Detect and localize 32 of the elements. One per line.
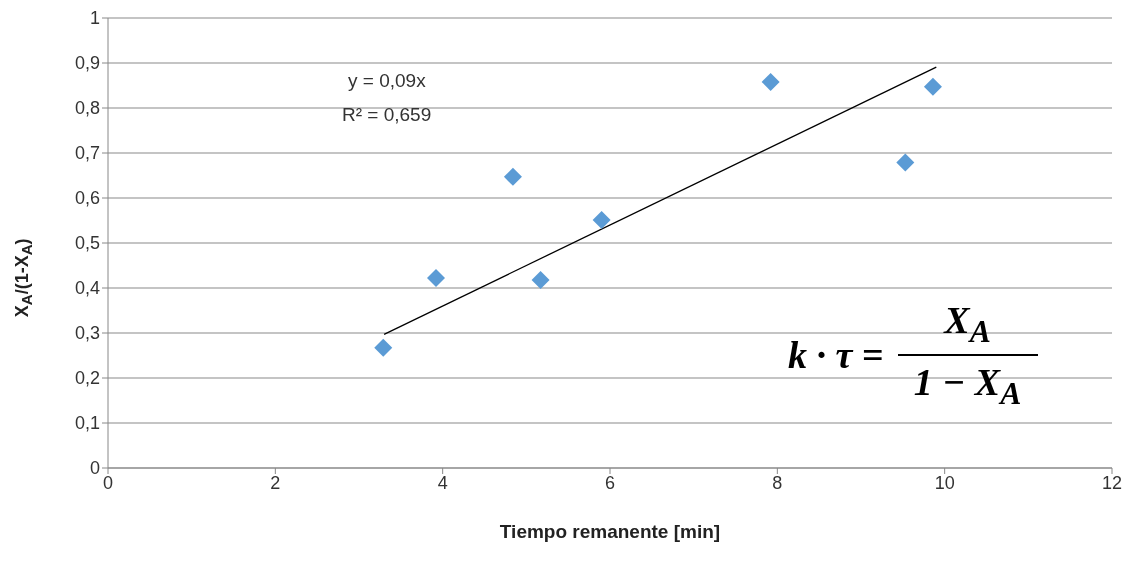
x-tick-label: 4 <box>437 472 448 493</box>
point <box>923 77 942 96</box>
y-tick-label: 0 <box>89 458 100 479</box>
point <box>592 211 611 230</box>
point <box>531 270 550 289</box>
x-tick-label: 0 <box>102 472 114 493</box>
point <box>761 72 780 91</box>
y-tick-label: 0,5 <box>74 233 100 254</box>
annotation: X$_{A}$ <box>944 298 991 350</box>
x-tick-label: 10 <box>934 472 955 493</box>
y-tick-label: 0,1 <box>74 413 100 434</box>
y-tick-label: 0,8 <box>74 98 100 119</box>
x-axis-title: Tiempo remanente [min] <box>499 521 721 542</box>
y-tick-label: 0,6 <box>74 188 100 209</box>
point <box>503 167 522 186</box>
annotation: k · τ = <box>788 332 884 377</box>
point <box>374 338 393 357</box>
x-tick-label: 2 <box>270 472 281 493</box>
y-tick-label: 0,4 <box>74 278 100 299</box>
x-tick-label: 12 <box>1101 472 1123 493</box>
y-tick-label: 0,3 <box>74 323 100 344</box>
annotation: R² = 0,659 <box>342 104 432 125</box>
point <box>896 153 915 172</box>
y-tick-label: 1 <box>89 8 100 29</box>
annotation: 1 − X$_{A}$ <box>913 359 1022 412</box>
y-tick-label: 0,9 <box>74 53 100 74</box>
y-tick-label: 0,2 <box>74 368 100 389</box>
x-tick-label: 8 <box>772 472 783 493</box>
y-tick-label: 0,7 <box>74 143 100 164</box>
annotation: y = 0,09x <box>348 70 426 91</box>
x-tick-label: 6 <box>604 472 616 493</box>
point <box>426 269 445 288</box>
